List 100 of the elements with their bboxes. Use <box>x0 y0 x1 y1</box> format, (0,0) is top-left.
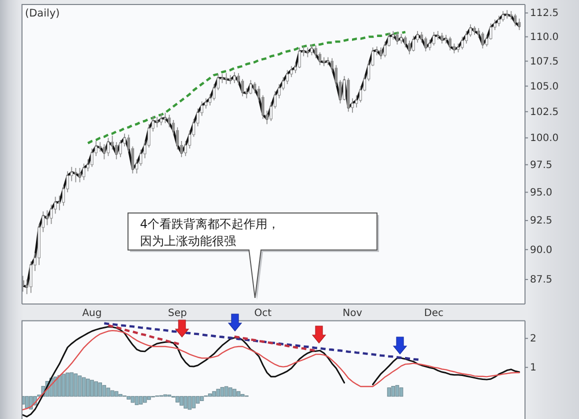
candlestick <box>30 261 32 294</box>
bar <box>114 391 118 397</box>
candlestick <box>498 15 500 27</box>
chart-title: (Daily) <box>25 8 60 20</box>
y-tick-label: 112.5 <box>530 8 559 20</box>
bar <box>82 377 86 397</box>
bar <box>236 391 240 397</box>
x-tick-label: Dec <box>424 308 444 320</box>
candlestick <box>510 10 513 20</box>
bar <box>118 394 122 397</box>
candlestick <box>46 210 49 226</box>
candlestick <box>110 135 114 150</box>
bar <box>106 388 110 397</box>
candlestick <box>318 52 322 66</box>
candlestick <box>424 36 428 52</box>
line-series <box>233 336 317 352</box>
bar <box>228 387 232 397</box>
candlestick <box>380 46 382 60</box>
bar <box>188 396 192 410</box>
x-tick-label: Sep <box>168 308 187 320</box>
candlestick <box>310 44 314 56</box>
candlestick <box>518 18 521 31</box>
line-series <box>86 30 406 144</box>
candlestick <box>481 32 484 49</box>
bar <box>232 388 236 397</box>
candlestick <box>396 32 399 45</box>
candlestick <box>290 66 293 78</box>
bar <box>147 396 151 400</box>
bar <box>66 372 70 397</box>
candlestick <box>82 163 86 180</box>
candlestick <box>440 32 444 44</box>
y-tick-label: 92.5 <box>530 216 552 227</box>
candlestick <box>460 36 464 50</box>
bar <box>130 396 135 403</box>
candlestick <box>404 35 407 48</box>
candlestick <box>400 33 403 44</box>
candlestick <box>74 168 78 183</box>
y-tick-label: 90.0 <box>530 244 552 256</box>
candlestick <box>408 40 411 55</box>
bar <box>200 396 204 401</box>
candlestick <box>241 78 244 97</box>
candlestick <box>54 196 57 214</box>
x-tick-label: Nov <box>342 308 362 320</box>
bar <box>24 396 29 408</box>
bar <box>90 380 94 397</box>
y-tick-label: 97.5 <box>530 160 552 171</box>
y-tick-label: 1 <box>530 362 536 374</box>
bar <box>208 394 212 397</box>
bar <box>102 385 106 397</box>
bar <box>74 374 78 397</box>
bar <box>224 386 228 397</box>
bar <box>212 391 216 397</box>
bar <box>387 387 391 397</box>
y-tick-label: 2 <box>530 334 536 345</box>
bar <box>70 372 74 397</box>
y-tick-label: 107.5 <box>530 56 559 68</box>
candlestick <box>298 46 301 69</box>
candlestick <box>436 30 440 40</box>
y-tick-label: 100.0 <box>530 133 559 144</box>
candlestick <box>314 45 318 59</box>
candlestick <box>164 112 167 124</box>
candlestick <box>464 30 468 44</box>
annotation: 4个看跌背离都不起作用， <box>140 217 280 231</box>
y-tick-label: 105.0 <box>530 81 559 92</box>
candlestick <box>139 149 142 166</box>
bar <box>240 394 244 397</box>
bar <box>216 388 220 397</box>
candlestick <box>444 34 448 44</box>
candlestick <box>506 10 509 20</box>
candlestick <box>432 32 436 46</box>
candlestick <box>176 126 179 150</box>
bar <box>399 387 404 397</box>
y-tick-label: 110.0 <box>530 32 559 43</box>
candlestick <box>286 70 289 85</box>
candlestick <box>326 56 330 66</box>
y-tick-label: 102.5 <box>530 106 559 118</box>
candlestick <box>204 98 208 110</box>
candlestick <box>502 10 504 22</box>
candlestick <box>78 168 82 183</box>
candlestick <box>168 114 171 128</box>
bar <box>220 387 224 397</box>
candlestick <box>428 39 432 51</box>
candlestick <box>322 56 326 67</box>
bar <box>78 376 82 397</box>
bar <box>180 396 184 406</box>
candlestick <box>448 36 452 51</box>
candlestick <box>306 46 310 58</box>
candlestick <box>224 72 228 85</box>
candlestick <box>228 74 232 85</box>
bar <box>395 385 400 397</box>
bar <box>192 396 196 408</box>
x-tick-label: Oct <box>254 308 272 320</box>
bar <box>391 386 396 397</box>
bar <box>86 378 90 397</box>
bar <box>184 396 188 409</box>
bar <box>53 376 58 397</box>
candlestick <box>102 144 106 160</box>
bar <box>176 396 180 402</box>
candlestick <box>469 24 472 38</box>
candlestick <box>114 142 118 160</box>
